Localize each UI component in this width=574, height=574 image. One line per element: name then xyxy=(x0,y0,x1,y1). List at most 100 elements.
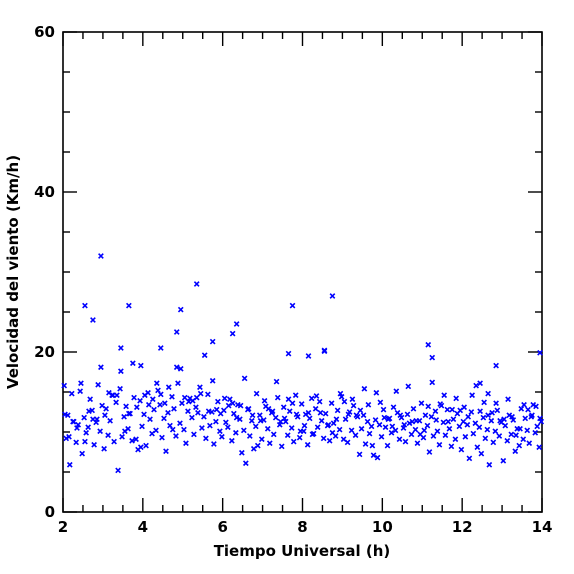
data-point xyxy=(201,413,207,420)
data-point xyxy=(361,385,368,392)
data-point xyxy=(485,390,491,397)
data-point xyxy=(155,387,161,394)
data-point xyxy=(424,422,431,429)
data-point xyxy=(334,407,341,414)
data-point xyxy=(409,418,416,425)
data-point xyxy=(425,341,432,348)
x-tick-label: 12 xyxy=(452,518,473,536)
data-point xyxy=(302,411,309,418)
data-point xyxy=(177,306,184,313)
data-point xyxy=(173,364,180,371)
data-point xyxy=(213,418,219,425)
data-point xyxy=(478,450,485,457)
data-point xyxy=(289,302,296,309)
data-point xyxy=(466,455,473,462)
data-point xyxy=(269,408,276,415)
data-point xyxy=(228,437,235,444)
data-point xyxy=(296,434,303,441)
data-point xyxy=(161,415,167,422)
data-point xyxy=(153,380,160,387)
data-point xyxy=(266,440,273,447)
x-axis-title: Tiempo Universal (h) xyxy=(214,542,391,560)
data-point xyxy=(86,408,92,415)
data-point xyxy=(381,414,388,421)
data-point xyxy=(98,253,104,259)
data-point xyxy=(97,428,103,435)
data-point xyxy=(229,330,236,337)
data-point xyxy=(505,396,511,403)
data-point xyxy=(171,405,177,412)
y-tick-label: 20 xyxy=(34,343,55,361)
data-point xyxy=(534,423,541,430)
data-point xyxy=(203,435,209,442)
data-point xyxy=(77,388,84,395)
data-point xyxy=(240,427,247,434)
data-point xyxy=(225,402,232,409)
data-point xyxy=(336,426,343,433)
data-point xyxy=(522,415,529,422)
data-point xyxy=(82,438,88,445)
data-point xyxy=(213,406,220,413)
data-point xyxy=(173,329,180,335)
data-point xyxy=(502,422,509,429)
data-point xyxy=(390,404,397,411)
data-point xyxy=(312,405,319,412)
data-point xyxy=(352,432,359,439)
data-point xyxy=(417,431,424,438)
data-point xyxy=(429,379,436,386)
data-point xyxy=(488,417,495,424)
data-point xyxy=(66,433,72,440)
data-point xyxy=(396,436,403,443)
x-tick-label: 8 xyxy=(297,518,307,536)
data-point xyxy=(293,411,300,418)
data-point xyxy=(425,403,432,410)
data-point xyxy=(297,428,304,435)
data-point xyxy=(412,426,419,433)
data-point xyxy=(157,391,164,398)
data-point xyxy=(322,410,329,417)
data-point xyxy=(137,397,143,404)
data-point xyxy=(106,389,112,396)
data-point xyxy=(261,397,268,404)
data-point xyxy=(264,425,271,432)
data-point xyxy=(526,440,533,447)
data-point xyxy=(85,424,92,431)
data-point xyxy=(230,410,237,417)
y-tick-label: 0 xyxy=(45,503,55,521)
data-point xyxy=(385,416,392,423)
data-point xyxy=(350,402,357,409)
data-point xyxy=(520,436,527,443)
data-point xyxy=(70,418,76,425)
data-point xyxy=(177,420,183,427)
x-tick-label: 2 xyxy=(58,518,68,536)
data-point xyxy=(497,417,503,424)
data-point xyxy=(364,418,371,425)
data-point xyxy=(201,352,208,359)
data-point xyxy=(448,443,455,450)
data-point xyxy=(341,398,348,405)
data-point xyxy=(408,431,415,438)
data-point xyxy=(446,425,453,432)
data-point xyxy=(143,442,149,449)
data-point xyxy=(325,421,332,428)
data-point xyxy=(78,380,84,387)
data-point xyxy=(169,393,175,400)
data-point xyxy=(209,338,216,345)
data-point xyxy=(181,394,188,401)
x-tick-label: 14 xyxy=(532,518,553,536)
data-point xyxy=(273,378,280,385)
data-point xyxy=(111,438,117,445)
data-point xyxy=(317,409,324,416)
data-point xyxy=(521,401,527,408)
data-point xyxy=(524,427,531,434)
data-point xyxy=(165,409,171,416)
data-point xyxy=(238,449,245,456)
data-point xyxy=(500,457,507,464)
data-point xyxy=(384,442,391,449)
data-point xyxy=(248,417,255,424)
data-point xyxy=(74,425,80,431)
data-point xyxy=(161,400,168,407)
data-point xyxy=(461,404,468,411)
data-point xyxy=(476,424,483,431)
